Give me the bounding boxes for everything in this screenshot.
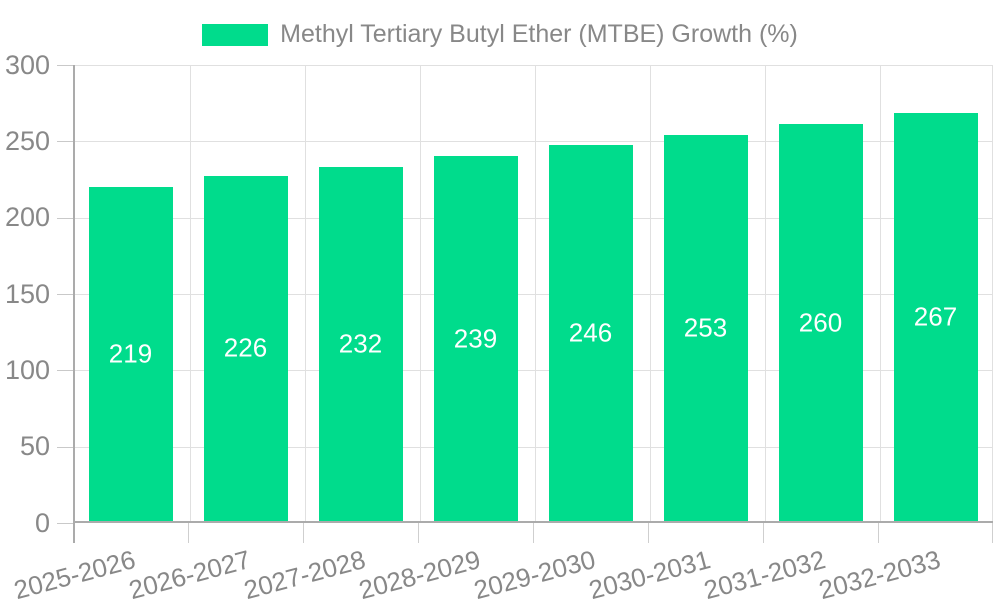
y-axis-tick-label: 0 [34,507,50,538]
x-gridline [765,65,766,521]
bar-value-label: 239 [453,323,498,354]
x-axis-tick [533,523,534,543]
x-axis-tick [188,523,189,543]
y-axis-tick-label: 150 [4,278,50,309]
legend[interactable]: Methyl Tertiary Butyl Ether (MTBE) Growt… [0,20,1000,49]
x-gridline [420,65,421,521]
x-axis-tick [763,523,764,543]
y-axis-tick-label: 50 [19,431,50,462]
bar-value-label: 267 [913,301,958,332]
plot-area: 219 226 232 239 246 253 260 267 [73,65,993,523]
bar-2025-2026[interactable]: 219 [88,186,173,521]
bar-2031-2032[interactable]: 260 [778,124,863,521]
bar-2026-2027[interactable]: 226 [203,175,288,521]
x-gridline [305,65,306,521]
bar-2027-2028[interactable]: 232 [318,166,403,521]
x-axis-tick [73,523,75,543]
bar-value-label: 253 [683,312,728,343]
y-axis-tick [57,141,73,143]
bar-2032-2033[interactable]: 267 [893,113,978,521]
bar-value-label: 226 [223,332,268,363]
x-axis-tick [418,523,419,543]
bar-value-label: 246 [568,317,613,348]
x-axis-tick [992,523,993,543]
bar-value-label: 232 [338,328,383,359]
legend-label: Methyl Tertiary Butyl Ether (MTBE) Growt… [280,20,798,48]
x-gridline [535,65,536,521]
y-axis-tick-label: 200 [4,202,50,233]
y-axis-tick [57,523,73,524]
x-axis-tick [648,523,649,543]
y-gridline [75,446,993,448]
bar-2028-2029[interactable]: 239 [433,156,518,521]
x-gridline [992,65,993,521]
x-gridline [650,65,651,521]
bar-2030-2031[interactable]: 253 [663,134,748,521]
y-gridline [75,370,993,372]
y-axis-tick [57,217,73,219]
bar-value-label: 260 [798,307,843,338]
y-gridline [75,65,993,66]
y-axis-tick-label: 100 [4,354,50,385]
bar-value-label: 219 [108,338,153,369]
x-gridline [190,65,191,521]
y-gridline [75,141,993,143]
y-axis-tick [57,446,73,448]
y-axis-tick [57,294,73,295]
bar-2029-2030[interactable]: 246 [548,145,633,521]
y-gridline [75,217,993,219]
x-axis-tick [303,523,304,543]
y-axis-tick-label: 300 [4,49,50,80]
y-gridline [75,294,993,295]
x-gridline [880,65,881,521]
y-axis-tick [57,65,73,66]
x-axis-tick [878,523,879,543]
legend-swatch [202,23,269,46]
y-axis-tick [57,370,73,372]
y-axis-tick-label: 250 [4,125,50,156]
